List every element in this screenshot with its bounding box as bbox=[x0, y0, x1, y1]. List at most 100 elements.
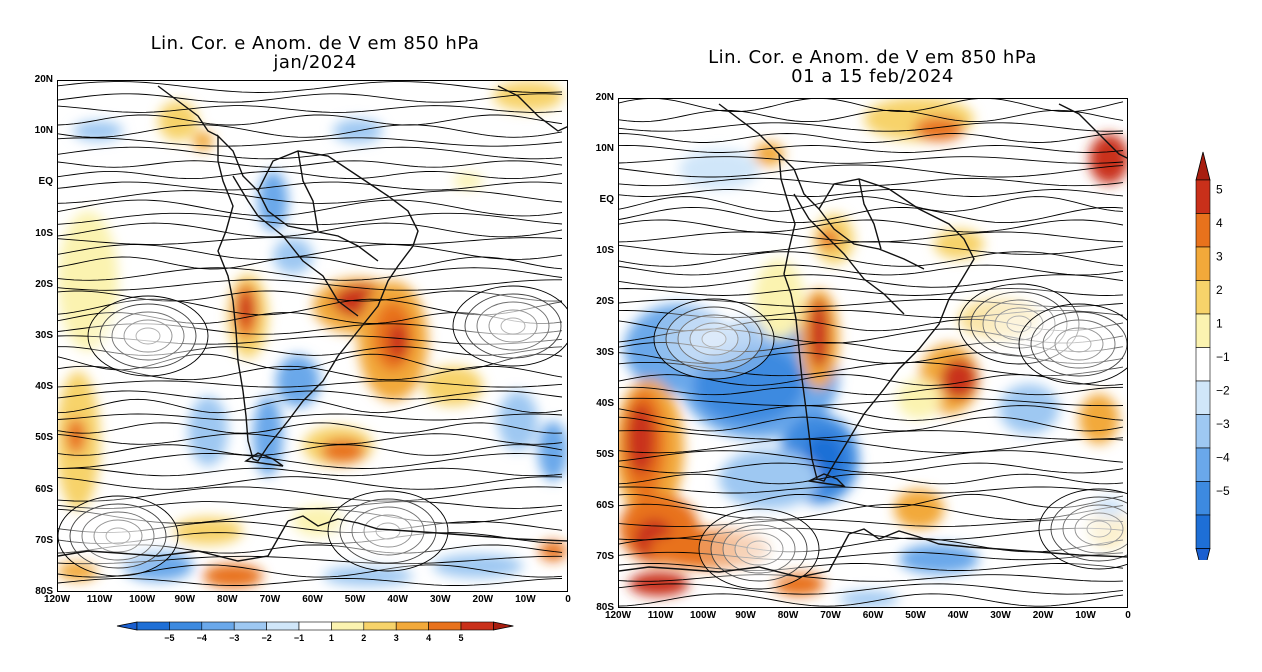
streamline bbox=[619, 133, 1124, 143]
colorbar-swatch bbox=[136, 621, 170, 631]
map1-title-line2: jan/2024 bbox=[273, 52, 357, 73]
colorbar-label: 2 bbox=[1216, 283, 1223, 297]
streamline bbox=[58, 508, 563, 524]
gyre-streamline bbox=[1030, 311, 1127, 377]
streamline bbox=[58, 365, 563, 381]
colorbar-label: 2 bbox=[361, 633, 366, 643]
streamline bbox=[619, 288, 1124, 296]
streamline bbox=[58, 532, 563, 544]
gyre-streamline bbox=[698, 508, 820, 590]
streamline bbox=[619, 196, 1124, 212]
lat-label: 10N bbox=[595, 143, 614, 154]
lon-label: 110W bbox=[647, 610, 674, 621]
streamline bbox=[58, 190, 563, 204]
lat-label: 20S bbox=[35, 278, 53, 290]
streamline bbox=[58, 212, 563, 226]
gyre-streamline bbox=[1086, 520, 1112, 538]
gyre-streamline bbox=[1018, 303, 1127, 385]
map1-coastlines bbox=[58, 85, 567, 562]
streamline bbox=[58, 578, 563, 586]
colorbar-swatch bbox=[1195, 347, 1211, 382]
streamline bbox=[619, 231, 1124, 243]
map2-coastlines bbox=[619, 103, 1127, 578]
streamline bbox=[619, 416, 1124, 432]
colorbar-label: 3 bbox=[1216, 250, 1223, 264]
gyre-streamline bbox=[452, 285, 567, 367]
map2-title: Lin. Cor. e Anom. de V em 850 hPa 01 a 1… bbox=[620, 48, 1125, 86]
colorbar-label: −5 bbox=[164, 633, 174, 643]
streamline bbox=[58, 521, 563, 533]
streamline bbox=[58, 433, 563, 445]
colorbar-swatch bbox=[1195, 414, 1211, 449]
streamline bbox=[619, 219, 1124, 233]
streamline bbox=[619, 563, 1124, 571]
lat-label: 20N bbox=[34, 74, 53, 85]
streamline bbox=[619, 122, 1124, 132]
colorbar-label: −3 bbox=[229, 633, 239, 643]
lon-label: 20W bbox=[472, 594, 494, 605]
streamline bbox=[619, 109, 1124, 123]
streamline bbox=[58, 312, 563, 324]
gyre-streamline bbox=[746, 540, 772, 558]
streamline bbox=[58, 555, 562, 565]
vertical-colorbar: 5 4 3 2 1 −1 −2 −3 −4 −5 bbox=[1195, 151, 1230, 560]
lon-label: 0 bbox=[1125, 610, 1131, 621]
colorbar-swatch bbox=[233, 621, 267, 631]
streamline bbox=[619, 264, 1124, 276]
gyre-streamline bbox=[58, 495, 179, 577]
colorbar-label: −1 bbox=[1216, 350, 1230, 364]
streamline bbox=[619, 405, 1124, 421]
streamline bbox=[619, 551, 1124, 561]
streamline bbox=[619, 361, 1124, 377]
lat-label: 10S bbox=[35, 227, 53, 239]
gyre-streamline bbox=[958, 283, 1080, 365]
gyre-streamline bbox=[1054, 327, 1104, 361]
streamline bbox=[58, 170, 563, 180]
lat-label: 20N bbox=[595, 92, 614, 103]
lon-label: 0 bbox=[565, 594, 571, 605]
gyre-streamline bbox=[81, 511, 155, 561]
colorbar-swatch bbox=[266, 621, 300, 631]
gyre-streamline bbox=[1074, 512, 1124, 546]
gyre-streamline bbox=[677, 314, 751, 364]
streamline bbox=[619, 156, 1124, 164]
colorbar-label: −2 bbox=[261, 633, 271, 643]
streamline bbox=[58, 237, 563, 245]
colorbar-swatch bbox=[395, 621, 429, 631]
colorbar-label: 1 bbox=[329, 633, 334, 643]
horizontal-colorbar: −5 −4 −3 −2 −1 1 2 3 4 5 bbox=[116, 621, 514, 643]
gyre-streamline bbox=[99, 303, 197, 369]
streamline bbox=[619, 593, 1124, 607]
colorbar-swatch bbox=[169, 621, 203, 631]
streamline bbox=[619, 430, 1124, 440]
colorbar-label: 4 bbox=[426, 633, 431, 643]
streamline bbox=[619, 462, 1124, 474]
lat-label: 30S bbox=[35, 330, 53, 341]
lon-label: 30W bbox=[990, 610, 1011, 621]
streamline bbox=[619, 450, 1124, 464]
colorbar-arrow-bottom bbox=[1195, 548, 1211, 560]
lon-label: 40W bbox=[387, 594, 408, 605]
colorbar-label: −1 bbox=[294, 633, 304, 643]
streamline bbox=[58, 346, 563, 356]
streamline bbox=[619, 318, 1124, 332]
lon-label: 80W bbox=[777, 610, 799, 621]
colorbar-swatch bbox=[1195, 213, 1211, 248]
lat-label: 70S bbox=[596, 551, 614, 562]
gyre-streamline bbox=[111, 311, 185, 361]
streamline bbox=[58, 422, 563, 434]
lat-label: 70S bbox=[35, 534, 53, 546]
streamline bbox=[58, 199, 563, 217]
gyre-streamline bbox=[1006, 315, 1032, 333]
streamline bbox=[619, 473, 1124, 485]
colorbar-swatch bbox=[1195, 481, 1211, 516]
lat-label: 40S bbox=[35, 381, 53, 393]
gyre-streamline bbox=[351, 506, 425, 556]
streamline bbox=[619, 493, 1124, 509]
lat-label: 50S bbox=[35, 432, 53, 444]
streamline bbox=[58, 476, 563, 490]
colorbar-swatch bbox=[428, 621, 462, 631]
streamline bbox=[58, 160, 563, 168]
streamline bbox=[619, 99, 1124, 113]
colorbar-swatch bbox=[298, 621, 332, 631]
